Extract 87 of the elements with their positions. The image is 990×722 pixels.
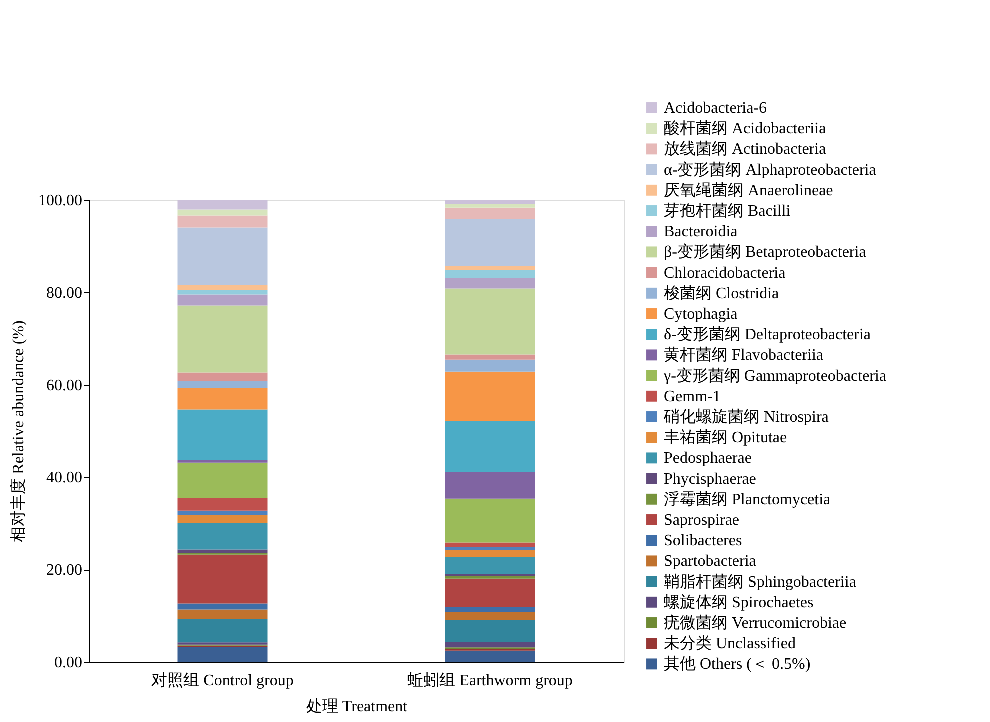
bar — [178, 290, 268, 295]
bar — [178, 515, 268, 523]
bar — [445, 218, 536, 266]
y-tick-label: 60.00 — [46, 377, 82, 394]
legend-label: 黄杆菌纲 Flavobacteriia — [664, 346, 824, 364]
bar — [178, 200, 268, 210]
y-tick-label: 40.00 — [46, 470, 82, 487]
legend-label: α-变形菌纲 Alphaproteobacteria — [664, 160, 876, 179]
legend-label: δ-变形菌纲 Deltaproteobacteria — [664, 326, 872, 344]
legend-label: 螺旋体纲 Spirochaetes — [664, 593, 814, 612]
bar — [445, 498, 536, 543]
y-axis-title: 相对丰度 Relative abundance (%) — [10, 320, 28, 542]
bar — [445, 578, 536, 608]
bar — [445, 472, 536, 499]
bar — [178, 619, 268, 643]
legend-label: 其他 Others (＜ 0.5%) — [664, 655, 811, 674]
bar — [178, 610, 268, 620]
legend-label: Phycisphaerae — [664, 470, 756, 488]
bar — [178, 306, 268, 373]
bar — [178, 216, 268, 228]
bar — [178, 228, 268, 286]
bar — [178, 462, 268, 498]
legend-label: 硝化螺旋菌纲 Nitrospira — [663, 408, 829, 426]
bar — [178, 294, 268, 306]
legend-label: Solibacteres — [664, 532, 742, 550]
bar — [178, 522, 268, 550]
bar — [178, 498, 268, 511]
bar — [445, 642, 536, 648]
x-tick-label: 对照组 Control group — [152, 672, 294, 690]
legend-label: γ-变形菌纲 Gammaproteobacteria — [663, 366, 887, 385]
bar — [178, 372, 268, 382]
legend-label: β-变形菌纲 Betaproteobacteria — [664, 243, 866, 262]
bar — [178, 510, 268, 516]
bar — [178, 388, 268, 410]
bar — [445, 200, 536, 204]
bar — [178, 647, 268, 662]
bar — [445, 372, 536, 422]
bar — [445, 354, 536, 360]
legend-label: 未分类 Unclassified — [664, 634, 796, 653]
legend-label: Pedosphaerae — [664, 450, 752, 468]
legend-label: Spartobacteria — [664, 553, 756, 570]
bar — [445, 421, 536, 472]
legend-label: 梭菌纲 Clostridia — [664, 284, 780, 302]
bar — [445, 360, 536, 372]
legend-label: Acidobacteria-6 — [664, 100, 768, 117]
y-tick-label: 0.00 — [54, 654, 82, 672]
bar — [445, 612, 536, 620]
x-axis-title: 处理 Treatment — [306, 698, 408, 716]
bar — [445, 574, 536, 577]
y-tick-label: 20.00 — [46, 562, 82, 580]
legend-label: 疣微菌纲 Verrucomicrobiae — [664, 614, 847, 632]
bar — [445, 650, 536, 662]
legend-label: Chloracidobacteria — [664, 264, 786, 282]
bar — [178, 410, 268, 460]
bar — [445, 208, 536, 219]
bar — [445, 270, 536, 279]
bar — [445, 557, 536, 574]
bar — [445, 204, 536, 208]
legend-label: Bacteroidia — [664, 224, 738, 241]
legend-label: 酸杆菌纲 Acidobacteriia — [664, 120, 826, 138]
y-tick-label: 80.00 — [46, 284, 82, 302]
x-tick-label: 蚯蚓组 Earthworm group — [408, 672, 573, 690]
bar — [178, 210, 268, 216]
bar — [445, 547, 536, 550]
legend-label: 丰祐菌纲 Opitutae — [664, 428, 788, 447]
legend-label: Gemm-1 — [664, 388, 721, 406]
bar — [445, 288, 536, 355]
legend-label: 芽孢杆菌纲 Bacilli — [664, 202, 792, 220]
legend-label: 放线菌纲 Actinobacteria — [664, 140, 826, 158]
bar — [445, 542, 536, 548]
legend-label: Cytophagia — [664, 306, 738, 323]
bar — [445, 550, 536, 558]
legend-label: 鞘脂杆菌纲 Sphingobacteriia — [664, 572, 856, 591]
bar — [445, 266, 536, 270]
bar — [445, 620, 536, 642]
legend-label: 浮霉菌纲 Planctomycetia — [664, 490, 831, 508]
legend-label: 厌氧绳菌纲 Anaerolineae — [664, 181, 834, 200]
bar — [445, 607, 536, 612]
bar — [178, 381, 268, 388]
legend-label: Saprospirae — [664, 512, 740, 529]
bar — [445, 278, 536, 289]
bar — [178, 550, 268, 554]
bar — [178, 554, 268, 604]
bar — [178, 285, 268, 290]
y-tick-label: 100.00 — [38, 192, 82, 210]
bar — [178, 604, 268, 610]
bar — [178, 460, 268, 463]
